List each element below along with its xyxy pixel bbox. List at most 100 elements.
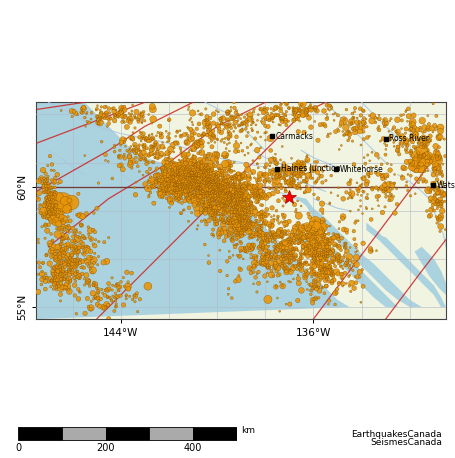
Point [260, 106, 268, 114]
Point [258, 239, 265, 246]
Point [324, 273, 331, 281]
Point [102, 109, 110, 117]
Point [237, 181, 244, 188]
Point [266, 264, 273, 271]
Point [140, 113, 147, 120]
Point [360, 124, 367, 131]
Point [229, 193, 236, 201]
Point [426, 136, 434, 144]
Point [266, 248, 273, 256]
Point [201, 216, 208, 224]
Point [244, 166, 252, 173]
Point [232, 229, 239, 236]
Point [415, 135, 422, 142]
Point [291, 161, 298, 168]
Point [238, 198, 245, 205]
Point [174, 185, 181, 192]
Point [418, 143, 425, 150]
Point [316, 287, 323, 294]
Point [366, 112, 373, 120]
Point [69, 113, 76, 120]
Point [174, 165, 181, 173]
Point [437, 133, 444, 141]
Point [155, 170, 162, 178]
Point [233, 208, 240, 216]
Point [114, 110, 121, 118]
Point [408, 134, 415, 142]
Point [243, 132, 251, 140]
Point [138, 118, 146, 125]
Point [192, 185, 199, 192]
Point [229, 189, 236, 196]
Point [197, 156, 204, 163]
Point [223, 141, 231, 148]
Point [322, 248, 329, 256]
Point [308, 106, 315, 114]
Point [229, 216, 236, 224]
Point [437, 223, 445, 230]
Point [147, 143, 155, 151]
Point [220, 206, 228, 213]
Point [174, 172, 182, 180]
Point [163, 175, 170, 183]
Point [252, 194, 259, 201]
Point [404, 118, 411, 125]
Point [228, 229, 235, 236]
Point [238, 213, 246, 220]
Point [61, 276, 68, 284]
Point [295, 166, 302, 174]
Point [193, 189, 201, 196]
Point [406, 126, 413, 134]
Point [175, 179, 182, 186]
Point [50, 216, 57, 224]
Point [262, 213, 269, 221]
Point [436, 153, 444, 161]
Point [289, 174, 296, 181]
Point [235, 203, 243, 210]
Point [202, 105, 209, 113]
Point [105, 301, 112, 309]
Point [173, 177, 180, 185]
Point [147, 147, 155, 154]
Point [211, 174, 218, 182]
Point [279, 110, 287, 118]
Point [217, 228, 224, 235]
Point [234, 204, 242, 211]
Point [408, 131, 415, 138]
Point [262, 247, 269, 254]
Point [169, 180, 177, 187]
Point [270, 273, 277, 280]
Point [314, 226, 322, 234]
Point [88, 255, 96, 262]
Point [193, 225, 201, 233]
Point [307, 229, 314, 237]
Point [324, 235, 331, 243]
Point [222, 183, 229, 191]
Point [208, 192, 215, 199]
Point [43, 274, 50, 281]
Point [389, 126, 396, 133]
Point [123, 268, 131, 276]
Point [261, 178, 268, 185]
Point [431, 122, 438, 129]
Point [422, 178, 430, 185]
Point [260, 220, 267, 228]
Point [201, 192, 208, 200]
Point [299, 176, 307, 184]
Point [185, 166, 192, 174]
Point [258, 213, 265, 220]
Point [44, 227, 51, 234]
Point [124, 283, 131, 290]
Point [226, 139, 233, 147]
Point [121, 139, 128, 146]
Point [132, 179, 140, 186]
Point [318, 284, 326, 292]
Point [42, 182, 50, 190]
Point [253, 217, 261, 224]
Point [90, 278, 97, 286]
Point [310, 252, 318, 259]
Point [52, 263, 59, 270]
Point [198, 163, 205, 170]
Point [159, 165, 166, 172]
Point [83, 109, 91, 116]
